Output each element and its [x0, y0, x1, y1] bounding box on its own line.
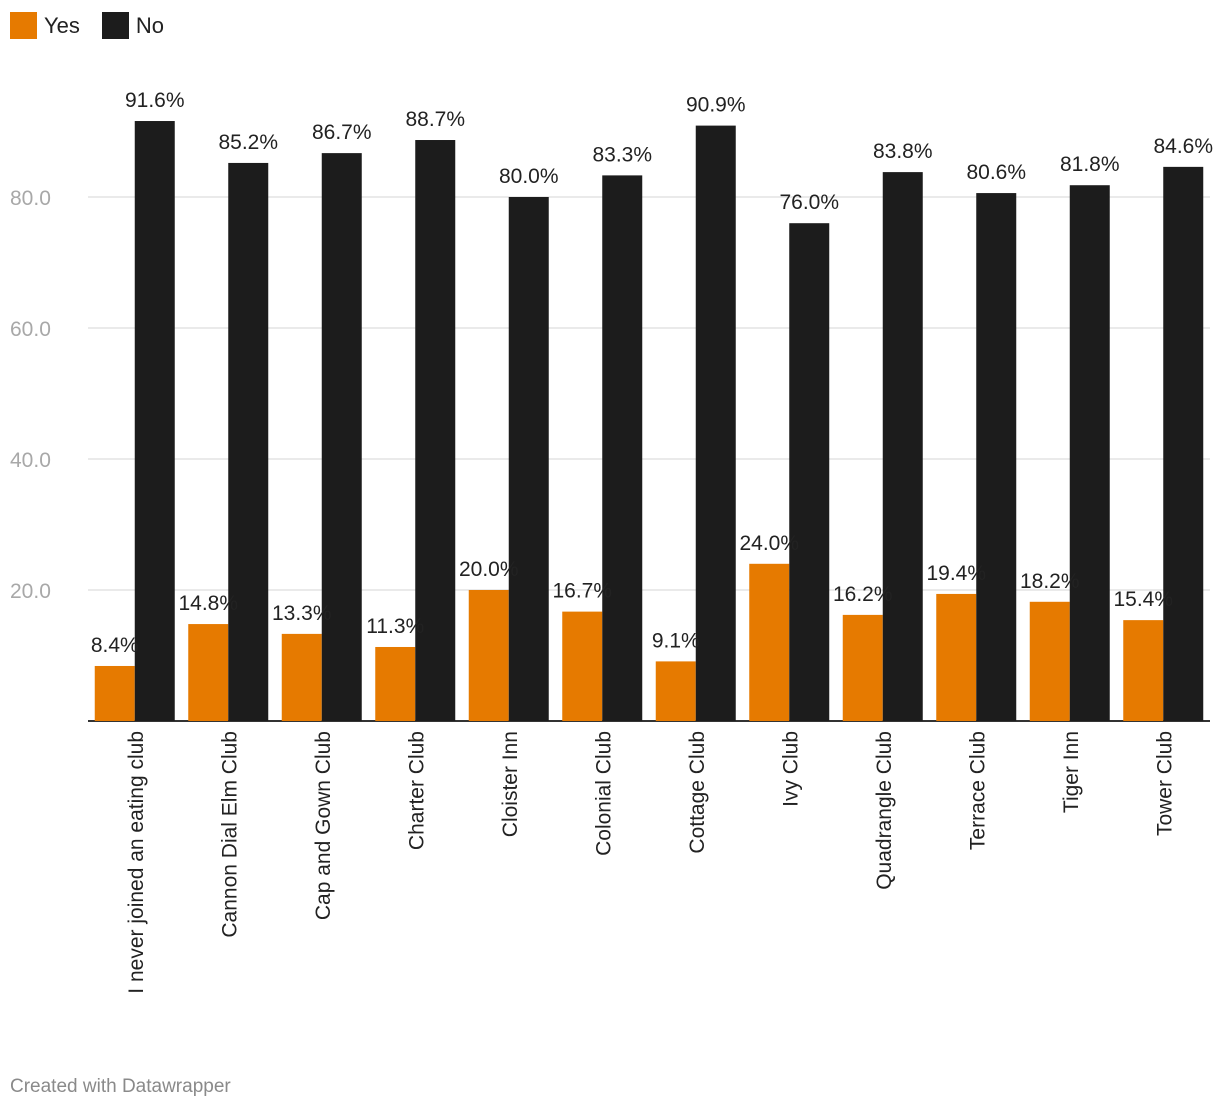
bar-yes-2	[281, 633, 322, 721]
data-label-no-9: 80.6%	[966, 161, 1026, 184]
category-label-5: Colonial Club	[592, 731, 615, 856]
data-label-no-3: 88.7%	[405, 108, 465, 131]
data-label-yes-6: 9.1%	[652, 629, 700, 652]
legend: Yes No	[10, 12, 186, 39]
data-label-no-6: 90.9%	[686, 94, 746, 117]
y-tick-label: 60.0	[10, 318, 51, 341]
category-label-7: Ivy Club	[779, 731, 802, 807]
bar-no-4	[508, 197, 549, 721]
data-label-no-11: 84.6%	[1153, 135, 1213, 158]
bar-no-5	[602, 175, 643, 721]
y-tick-label: 80.0	[10, 187, 51, 210]
category-label-0: I never joined an eating club	[125, 731, 148, 994]
bar-yes-7	[749, 563, 790, 721]
category-label-10: Tiger Inn	[1060, 731, 1083, 813]
data-label-yes-7: 24.0%	[739, 532, 799, 555]
bar-yes-6	[655, 661, 696, 721]
data-label-no-1: 85.2%	[218, 131, 278, 154]
data-label-yes-10: 18.2%	[1020, 570, 1080, 593]
bar-yes-5	[562, 611, 603, 721]
category-label-1: Cannon Dial Elm Club	[218, 731, 241, 938]
bar-chart: 20.0 40.0 60.0 80.0 8.4% 91.6% 14.8% 85.2% 13.3…	[10, 89, 1213, 994]
category-label-2: Cap and Gown Club	[312, 731, 335, 920]
bar-no-0	[134, 121, 175, 721]
y-tick-label: 40.0	[10, 449, 51, 472]
bar-no-1	[228, 162, 269, 721]
bar-yes-0	[94, 665, 135, 721]
data-label-no-5: 83.3%	[592, 143, 652, 166]
data-label-yes-9: 19.4%	[926, 562, 986, 585]
bar-yes-10	[1029, 601, 1070, 721]
category-label-11: Tower Club	[1153, 731, 1176, 836]
bar-yes-1	[188, 624, 229, 721]
bar-no-2	[321, 153, 362, 722]
bar-no-7	[789, 223, 830, 721]
data-label-no-2: 86.7%	[312, 121, 372, 144]
data-label-yes-4: 20.0%	[459, 558, 519, 581]
bar-yes-9	[936, 593, 977, 721]
bars	[94, 121, 1204, 722]
legend-swatch-no	[101, 12, 129, 39]
data-label-yes-11: 15.4%	[1113, 588, 1173, 611]
bar-no-8	[882, 172, 923, 722]
data-label-yes-8: 16.2%	[833, 583, 893, 606]
data-label-yes-0: 8.4%	[91, 634, 139, 657]
bar-yes-8	[842, 614, 883, 721]
category-label-6: Cottage Club	[686, 731, 709, 854]
bar-yes-4	[468, 590, 509, 721]
bar-yes-3	[375, 646, 416, 721]
category-label-4: Cloister Inn	[499, 731, 522, 837]
data-label-no-10: 81.8%	[1060, 153, 1120, 176]
category-label-3: Charter Club	[405, 731, 428, 850]
data-label-no-8: 83.8%	[873, 140, 933, 163]
data-label-no-7: 76.0%	[779, 191, 839, 214]
data-label-yes-3: 11.3%	[366, 615, 424, 638]
legend-label-yes: Yes	[44, 12, 80, 38]
data-labels: 8.4% 91.6% 14.8% 85.2% 13.3% 86.7% 11.3% 88.7% 2…	[91, 89, 1213, 657]
category-labels: I never joined an eating club Cannon Dial…	[125, 731, 1177, 994]
bar-yes-11	[1123, 620, 1164, 721]
data-label-no-0: 91.6%	[125, 89, 185, 112]
category-label-8: Quadrangle Club	[873, 731, 896, 890]
legend-label-no: No	[135, 12, 165, 38]
data-label-yes-5: 16.7%	[552, 580, 612, 603]
data-label-yes-2: 13.3%	[272, 602, 332, 625]
category-label-9: Terrace Club	[966, 731, 989, 850]
grid-lines: 20.0 40.0 60.0 80.0	[10, 187, 1210, 722]
bar-no-3	[415, 140, 456, 721]
bar-no-6	[695, 125, 736, 722]
legend-item-no: No	[101, 12, 165, 39]
bar-no-10	[1069, 185, 1110, 721]
legend-item-yes: Yes	[10, 12, 80, 39]
bar-no-11	[1163, 166, 1204, 721]
data-label-yes-1: 14.8%	[178, 592, 238, 615]
bar-no-9	[976, 193, 1017, 721]
data-label-no-4: 80.0%	[499, 165, 559, 188]
y-tick-label: 20.0	[10, 580, 51, 603]
legend-swatch-yes	[10, 12, 37, 39]
footer-credit: Created with Datawrapper	[10, 1076, 231, 1097]
